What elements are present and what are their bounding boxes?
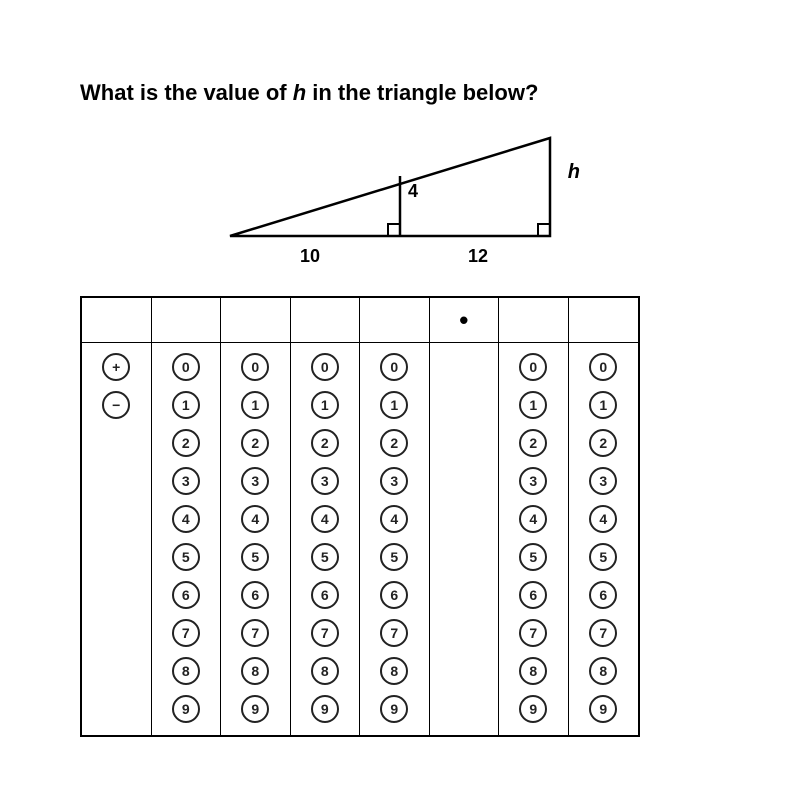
- bubble-6[interactable]: 6: [172, 581, 200, 609]
- entry-cell[interactable]: [221, 298, 290, 343]
- bubble-7[interactable]: 7: [172, 619, 200, 647]
- bubble-0[interactable]: 0: [172, 353, 200, 381]
- bubble-3[interactable]: 3: [172, 467, 200, 495]
- bubble-9[interactable]: 9: [589, 695, 617, 723]
- bubble-6[interactable]: 6: [241, 581, 269, 609]
- bubble-5[interactable]: 5: [241, 543, 269, 571]
- bubble-4[interactable]: 4: [241, 505, 269, 533]
- bubble-1[interactable]: 1: [519, 391, 547, 419]
- bubble-4[interactable]: 4: [589, 505, 617, 533]
- bubble-8[interactable]: 8: [241, 657, 269, 685]
- bubble-1[interactable]: 1: [589, 391, 617, 419]
- grid-column-5: •: [430, 298, 500, 735]
- bubble-stack: 0 1 2 3 4 5 6 7 8 9: [311, 343, 339, 735]
- page: What is the value of h in the triangle b…: [0, 0, 800, 800]
- bubble-5[interactable]: 5: [589, 543, 617, 571]
- bubble-2[interactable]: 2: [172, 429, 200, 457]
- bubble-0[interactable]: 0: [519, 353, 547, 381]
- label-base-right: 12: [468, 246, 488, 267]
- bubble-8[interactable]: 8: [311, 657, 339, 685]
- bubble-4[interactable]: 4: [311, 505, 339, 533]
- grid-column-2: 0 1 2 3 4 5 6 7 8 9: [221, 298, 291, 735]
- entry-cell[interactable]: [499, 298, 568, 343]
- bubble-4[interactable]: 4: [380, 505, 408, 533]
- bubble-3[interactable]: 3: [589, 467, 617, 495]
- entry-cell[interactable]: [569, 298, 639, 343]
- bubble-stack: 0 1 2 3 4 5 6 7 8 9: [172, 343, 200, 735]
- bubble-8[interactable]: 8: [519, 657, 547, 685]
- bubble-6[interactable]: 6: [519, 581, 547, 609]
- bubble-9[interactable]: 9: [380, 695, 408, 723]
- bubble-2[interactable]: 2: [380, 429, 408, 457]
- question-text: What is the value of h in the triangle b…: [80, 80, 720, 106]
- answer-grid: +−01234567890123456789012345678901234567…: [80, 296, 640, 737]
- bubble-9[interactable]: 9: [519, 695, 547, 723]
- bubble-6[interactable]: 6: [589, 581, 617, 609]
- bubble-6[interactable]: 6: [311, 581, 339, 609]
- grid-column-0: +−: [82, 298, 152, 735]
- bubble-0[interactable]: 0: [311, 353, 339, 381]
- bubble-3[interactable]: 3: [311, 467, 339, 495]
- bubble-6[interactable]: 6: [380, 581, 408, 609]
- entry-cell[interactable]: [360, 298, 429, 343]
- bubble-9[interactable]: 9: [311, 695, 339, 723]
- grid-column-1: 0 1 2 3 4 5 6 7 8 9: [152, 298, 222, 735]
- bubble-8[interactable]: 8: [589, 657, 617, 685]
- grid-column-7: 0 1 2 3 4 5 6 7 8 9: [569, 298, 639, 735]
- entry-cell[interactable]: [152, 298, 221, 343]
- bubble-5[interactable]: 5: [311, 543, 339, 571]
- bubble-8[interactable]: 8: [172, 657, 200, 685]
- bubble-7[interactable]: 7: [380, 619, 408, 647]
- bubble-7[interactable]: 7: [589, 619, 617, 647]
- bubble-stack: +−: [102, 343, 130, 431]
- bubble-2[interactable]: 2: [589, 429, 617, 457]
- bubble-2[interactable]: 2: [311, 429, 339, 457]
- grid-column-3: 0 1 2 3 4 5 6 7 8 9: [291, 298, 361, 735]
- bubble-stack: 0 1 2 3 4 5 6 7 8 9: [380, 343, 408, 735]
- bubble-3[interactable]: 3: [519, 467, 547, 495]
- label-h: h: [568, 161, 580, 184]
- bubble-4[interactable]: 4: [172, 505, 200, 533]
- bubble-2[interactable]: 2: [519, 429, 547, 457]
- question-variable: h: [293, 80, 306, 105]
- bubble-2[interactable]: 2: [241, 429, 269, 457]
- bubble-stack: 0 1 2 3 4 5 6 7 8 9: [519, 343, 547, 735]
- decimal-dot: •: [459, 314, 468, 327]
- bubble-3[interactable]: 3: [380, 467, 408, 495]
- bubble-9[interactable]: 9: [241, 695, 269, 723]
- bubble-7[interactable]: 7: [311, 619, 339, 647]
- bubble-stack: 0 1 2 3 4 5 6 7 8 9: [589, 343, 617, 735]
- bubble-9[interactable]: 9: [172, 695, 200, 723]
- triangle-figure: h 4 10 12: [210, 126, 590, 276]
- bubble-5[interactable]: 5: [519, 543, 547, 571]
- grid-column-6: 0 1 2 3 4 5 6 7 8 9: [499, 298, 569, 735]
- bubble-1[interactable]: 1: [172, 391, 200, 419]
- bubble-1[interactable]: 1: [311, 391, 339, 419]
- bubble-stack: 0 1 2 3 4 5 6 7 8 9: [241, 343, 269, 735]
- bubble-−[interactable]: −: [102, 391, 130, 419]
- grid-column-4: 0 1 2 3 4 5 6 7 8 9: [360, 298, 430, 735]
- question-suffix: in the triangle below?: [306, 80, 538, 105]
- bubble-0[interactable]: 0: [589, 353, 617, 381]
- label-inner-height: 4: [408, 181, 418, 202]
- bubble-4[interactable]: 4: [519, 505, 547, 533]
- bubble-3[interactable]: 3: [241, 467, 269, 495]
- bubble-8[interactable]: 8: [380, 657, 408, 685]
- bubble-1[interactable]: 1: [380, 391, 408, 419]
- bubble-0[interactable]: 0: [380, 353, 408, 381]
- bubble-7[interactable]: 7: [519, 619, 547, 647]
- bubble-7[interactable]: 7: [241, 619, 269, 647]
- entry-cell[interactable]: [82, 298, 151, 343]
- label-base-left: 10: [300, 246, 320, 267]
- question-prefix: What is the value of: [80, 80, 293, 105]
- entry-cell[interactable]: •: [430, 298, 499, 343]
- entry-cell[interactable]: [291, 298, 360, 343]
- bubble-5[interactable]: 5: [172, 543, 200, 571]
- bubble-+[interactable]: +: [102, 353, 130, 381]
- bubble-0[interactable]: 0: [241, 353, 269, 381]
- bubble-1[interactable]: 1: [241, 391, 269, 419]
- bubble-5[interactable]: 5: [380, 543, 408, 571]
- triangle-svg: [210, 126, 590, 276]
